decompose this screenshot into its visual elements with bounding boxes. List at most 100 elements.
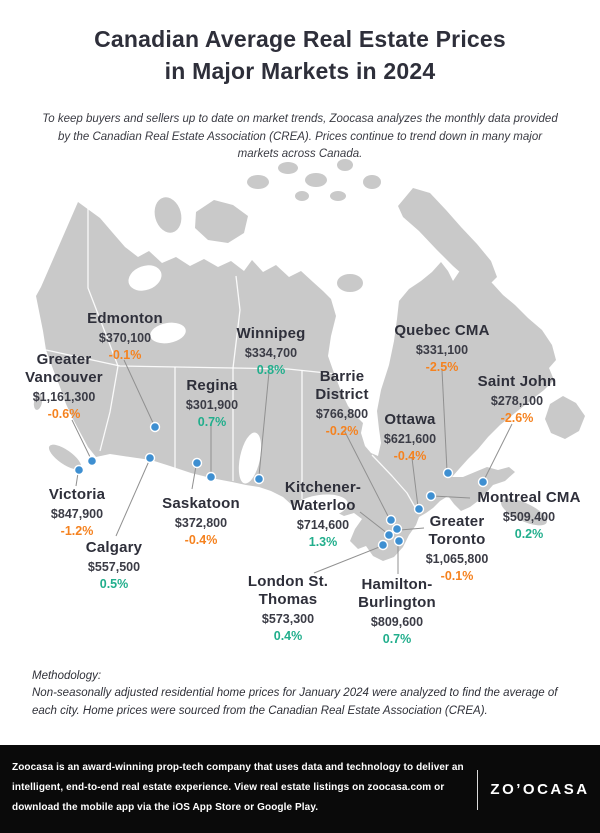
- city-marker-calgary: [144, 452, 156, 464]
- city-change: 0.2%: [514, 526, 544, 541]
- city-marker-saint-john: [477, 476, 489, 488]
- city-name: London St. Thomas: [247, 573, 329, 608]
- city-label-greater-vancouver: Greater Vancouver $1,161,300 -0.6%: [17, 351, 112, 422]
- connector-quebec: [441, 369, 448, 472]
- city-name: Greater Toronto: [428, 513, 486, 548]
- arctic-island-shape: [305, 173, 327, 187]
- page-title-line1: Canadian Average Real Estate Prices: [94, 26, 506, 52]
- arctic-island-shape: [330, 191, 346, 201]
- lake-winnipeg: [238, 432, 262, 484]
- city-label-saint-john: Saint John $278,100 -2.6%: [457, 373, 577, 426]
- city-label-victoria: Victoria $847,900 -1.2%: [27, 486, 127, 539]
- city-name: Greater Vancouver: [25, 351, 103, 386]
- nova-scotia-shape: [501, 498, 547, 526]
- connector-ottawa: [411, 457, 419, 508]
- page-title: Canadian Average Real Estate Prices in M…: [0, 24, 600, 87]
- city-change: 0.8%: [256, 362, 286, 377]
- city-name: Saint John: [477, 373, 557, 390]
- city-marker-greater-vancouver: [86, 455, 98, 467]
- city-change: -2.5%: [425, 359, 459, 374]
- city-change: 1.3%: [308, 534, 338, 549]
- city-label-montreal-cma: Montreal CMA $509,400 0.2%: [459, 489, 599, 542]
- city-label-ottawa: Ottawa $621,600 -0.4%: [360, 411, 460, 464]
- city-price: $1,161,300: [32, 390, 96, 404]
- city-name: Winnipeg: [236, 325, 306, 342]
- connector-saint-john: [483, 423, 513, 481]
- city-price: $301,900: [185, 398, 239, 412]
- city-marker-barrie: [385, 514, 397, 526]
- city-price: $847,900: [50, 507, 104, 521]
- city-change: -0.4%: [184, 532, 218, 547]
- city-marker-ottawa: [413, 503, 425, 515]
- city-price: $621,600: [383, 432, 437, 446]
- arctic-island-shape: [278, 162, 298, 174]
- city-name: Montreal CMA: [477, 489, 581, 506]
- city-marker-victoria: [73, 464, 85, 476]
- city-price: $714,600: [296, 518, 350, 532]
- city-price: $331,100: [415, 343, 469, 357]
- city-label-saskatoon: Saskatoon $372,800 -0.4%: [146, 495, 256, 548]
- baffin-island-shape: [398, 188, 497, 287]
- arctic-island-shape: [363, 175, 381, 189]
- connector-kitchener-waterloo: [359, 511, 388, 534]
- city-label-barrie-district: Barrie District $766,800 -0.2%: [307, 368, 377, 439]
- arctic-island-shape: [337, 159, 353, 171]
- city-name: Hamilton-Burlington: [358, 576, 436, 611]
- vancouver-island-shape: [48, 444, 82, 470]
- city-label-winnipeg: Winnipeg $334,700 0.8%: [216, 325, 326, 378]
- city-price: $809,600: [370, 615, 424, 629]
- city-change: 0.7%: [197, 414, 227, 429]
- city-label-edmonton: Edmonton $370,100 -0.1%: [70, 310, 180, 363]
- city-marker-hamilton: [393, 535, 405, 547]
- page-title-line2: in Major Markets in 2024: [164, 57, 436, 84]
- footer-bar: Zoocasa is an award-winning prop-tech co…: [0, 745, 600, 833]
- connector-winnipeg: [258, 371, 270, 477]
- city-marker-saskatoon: [191, 457, 203, 469]
- city-label-calgary: Calgary $557,500 0.5%: [64, 539, 164, 592]
- banks-island-shape: [154, 197, 182, 233]
- city-price: $370,100: [98, 331, 152, 345]
- city-change: -2.6%: [500, 410, 534, 425]
- province-border: [87, 205, 119, 367]
- city-label-hamilton-burlington: Hamilton-Burlington $809,600 0.7%: [337, 576, 457, 647]
- city-name: Quebec CMA: [394, 322, 490, 339]
- city-name: Ottawa: [384, 411, 436, 428]
- city-name: Regina: [186, 377, 238, 394]
- city-name: Edmonton: [87, 310, 163, 327]
- city-marker-winnipeg: [253, 473, 265, 485]
- arctic-island-shape: [295, 191, 309, 201]
- city-label-regina: Regina $301,900 0.7%: [167, 377, 257, 430]
- methodology-section: Methodology: Non-seasonally adjusted res…: [32, 668, 577, 720]
- city-marker-edmonton: [149, 421, 161, 433]
- city-label-quebec-cma: Quebec CMA $331,100 -2.5%: [372, 322, 512, 375]
- city-marker-regina: [205, 471, 217, 483]
- connector-barrie: [343, 429, 390, 519]
- city-marker-kitchener-waterloo: [383, 529, 395, 541]
- connector-calgary: [115, 460, 150, 537]
- city-label-london-st-thomas: London St. Thomas $573,300 0.4%: [231, 573, 346, 644]
- footer-description: Zoocasa is an award-winning prop-tech co…: [12, 762, 464, 813]
- city-change: -0.6%: [47, 406, 81, 421]
- province-border: [232, 275, 241, 369]
- city-label-kitchener-waterloo: Kitchener-Waterloo $714,600 1.3%: [266, 479, 381, 550]
- city-marker-quebec: [442, 467, 454, 479]
- city-marker-london: [377, 539, 389, 551]
- city-change: 0.5%: [99, 576, 129, 591]
- connector-saskatoon: [191, 465, 197, 490]
- city-price: $766,800: [315, 407, 369, 421]
- city-name: Kitchener-Waterloo: [284, 479, 362, 514]
- city-price: $334,700: [244, 346, 298, 360]
- lake-superior: [292, 494, 348, 520]
- methodology-text: Non-seasonally adjusted residential home…: [32, 687, 558, 717]
- city-change: 0.4%: [273, 628, 303, 643]
- city-label-greater-toronto: Greater Toronto $1,065,800 -0.1%: [412, 513, 502, 584]
- zoocasa-logo: ZO’OCASA: [490, 781, 590, 798]
- newfoundland-shape: [545, 396, 585, 439]
- methodology-label: Methodology:: [32, 670, 102, 682]
- page-subtitle: To keep buyers and sellers up to date on…: [42, 113, 558, 160]
- city-price: $1,065,800: [425, 552, 489, 566]
- city-name: Barrie District: [315, 368, 369, 403]
- haida-gwaii-shape: [33, 394, 43, 410]
- great-slave-lake: [150, 322, 186, 344]
